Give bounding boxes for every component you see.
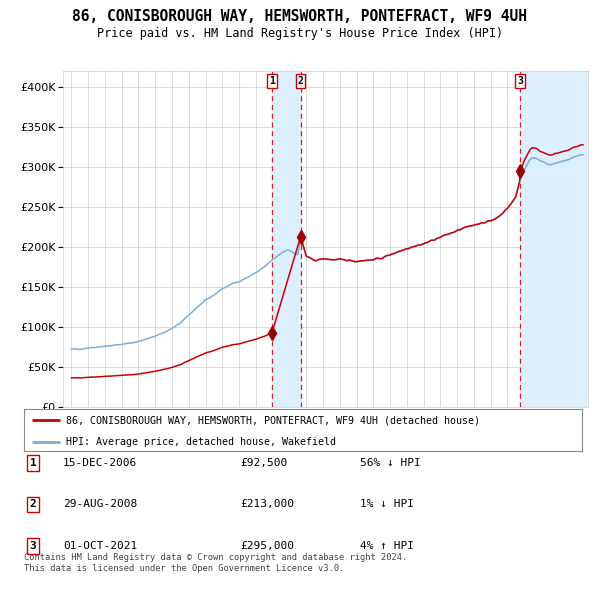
Text: 2: 2 <box>29 500 37 509</box>
Text: 01-OCT-2021: 01-OCT-2021 <box>63 541 137 550</box>
Text: £92,500: £92,500 <box>240 458 287 468</box>
Text: 86, CONISBOROUGH WAY, HEMSWORTH, PONTEFRACT, WF9 4UH: 86, CONISBOROUGH WAY, HEMSWORTH, PONTEFR… <box>73 9 527 24</box>
Text: £213,000: £213,000 <box>240 500 294 509</box>
Bar <box>520 71 588 407</box>
Text: 1% ↓ HPI: 1% ↓ HPI <box>360 500 414 509</box>
Text: 2: 2 <box>298 76 304 86</box>
Bar <box>272 71 301 407</box>
Text: Contains HM Land Registry data © Crown copyright and database right 2024.
This d: Contains HM Land Registry data © Crown c… <box>24 553 407 573</box>
Text: 1: 1 <box>269 76 275 86</box>
Text: HPI: Average price, detached house, Wakefield: HPI: Average price, detached house, Wake… <box>66 437 336 447</box>
Text: 29-AUG-2008: 29-AUG-2008 <box>63 500 137 509</box>
Text: 1: 1 <box>29 458 37 468</box>
Text: 4% ↑ HPI: 4% ↑ HPI <box>360 541 414 550</box>
Text: Price paid vs. HM Land Registry's House Price Index (HPI): Price paid vs. HM Land Registry's House … <box>97 27 503 40</box>
Text: £295,000: £295,000 <box>240 541 294 550</box>
Text: 56% ↓ HPI: 56% ↓ HPI <box>360 458 421 468</box>
Text: 3: 3 <box>29 541 37 550</box>
Text: 3: 3 <box>517 76 523 86</box>
Text: 86, CONISBOROUGH WAY, HEMSWORTH, PONTEFRACT, WF9 4UH (detached house): 86, CONISBOROUGH WAY, HEMSWORTH, PONTEFR… <box>66 415 480 425</box>
Text: 15-DEC-2006: 15-DEC-2006 <box>63 458 137 468</box>
